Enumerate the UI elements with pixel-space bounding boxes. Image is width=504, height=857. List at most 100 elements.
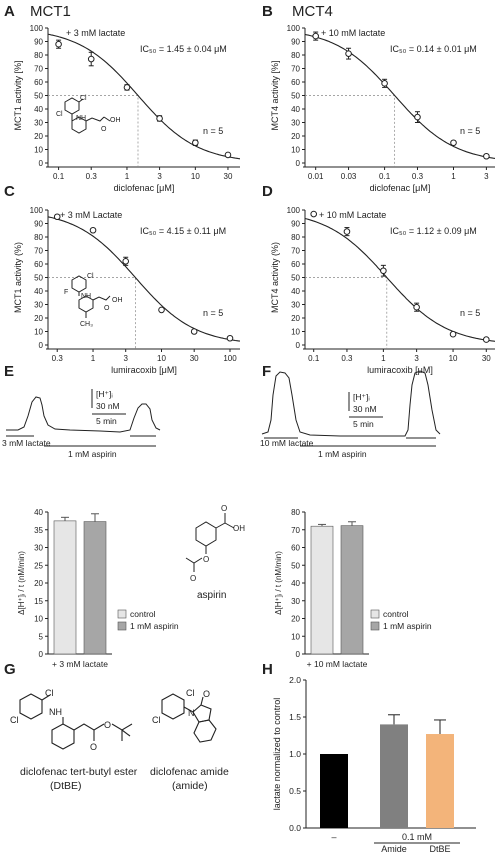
y-tick-label-f: 60 — [291, 544, 300, 553]
trace-e-scale-y-label: [H⁺]ᵢ — [96, 389, 113, 399]
fit-curve-a — [48, 33, 240, 160]
y-axis-label-d: MCT4 activity (%) — [270, 242, 280, 313]
y-axis-label-e: Δ[H⁺]ᵢ / t (nM/min) — [17, 551, 26, 615]
y-tick-label-d: 0 — [296, 341, 301, 350]
dtbe-structure — [19, 693, 133, 750]
panel-letter-d: D — [262, 183, 273, 200]
y-tick-label-b: 90 — [291, 38, 300, 47]
n-label-b: n = 5 — [460, 126, 480, 136]
x-axis-label-c: lumiracoxib [μM] — [111, 365, 177, 375]
dtbe-atom-cl-2: Cl — [10, 715, 19, 725]
n-label-a: n = 5 — [203, 126, 223, 136]
y-tick-label-a: 70 — [34, 65, 43, 74]
condition-label-c: + 3 mM Lactate — [60, 210, 122, 220]
dtbe-label-1: diclofenac tert-butyl ester — [20, 766, 138, 778]
x-tick-label-b: 0.01 — [308, 172, 324, 181]
ic50-label-d: IC₅₀ = 1.12 ± 0.09 μM — [390, 226, 477, 236]
y-tick-label-e: 0 — [39, 650, 44, 659]
trace-f-scale-x-label: 5 min — [353, 419, 374, 429]
bar-f — [340, 525, 364, 655]
y-tick-label-c: 20 — [34, 314, 43, 323]
data-point-d — [449, 330, 457, 338]
trace-e-lactate-label: 3 mM lactate — [2, 438, 51, 448]
y-tick-label-c: 0 — [39, 341, 44, 350]
data-point-a — [156, 115, 163, 122]
y-tick-label-h: 0.5 — [289, 786, 301, 796]
lumiracoxib-structure — [71, 275, 111, 318]
y-tick-label-d: 10 — [291, 328, 300, 337]
panel-letter-b: B — [262, 3, 273, 20]
n-label-c: n = 5 — [203, 308, 223, 318]
y-tick-label-b: 20 — [291, 132, 300, 141]
y-tick-label-a: 50 — [34, 92, 43, 101]
trace-e-scale-x-label: 5 min — [96, 416, 117, 426]
ic50-guide-b — [305, 95, 396, 167]
x-axis-label-a: diclofenac [μM] — [114, 183, 175, 193]
y-axis-label-c: MCT1 activity (%) — [13, 242, 23, 313]
data-point-d — [413, 303, 420, 311]
aspirin-label: aspirin — [197, 590, 226, 601]
data-point-b — [345, 50, 352, 57]
dtbe-atom-o2: O — [90, 742, 97, 752]
y-tick-label-b: 80 — [291, 51, 300, 60]
legend-f-aspirin-swatch — [370, 621, 380, 631]
category-label-h: – — [331, 832, 336, 842]
y-tick-label-b: 100 — [287, 24, 301, 33]
amide-atom-cl-1: Cl — [186, 688, 195, 698]
x-tick-label-d: 10 — [449, 354, 458, 363]
y-tick-label-b: 70 — [291, 65, 300, 74]
y-tick-label-f: 10 — [291, 632, 300, 641]
category-label-h: Amide — [381, 844, 407, 854]
y-tick-label-a: 80 — [34, 51, 43, 60]
data-point-c — [158, 306, 165, 314]
y-tick-label-f: 20 — [291, 615, 300, 624]
atom-o-c: O — [104, 305, 110, 312]
condition-label-a: + 3 mM lactate — [66, 28, 125, 38]
y-tick-label-b: 50 — [291, 92, 300, 101]
y-tick-label-d: 70 — [291, 247, 300, 256]
y-tick-label-d: 40 — [291, 287, 300, 296]
data-point-c — [190, 328, 198, 335]
y-tick-label-a: 0 — [39, 159, 44, 168]
panel-letter-c: C — [4, 183, 15, 200]
amide-structure — [161, 693, 217, 743]
amide-atom-cl-2: Cl — [152, 715, 161, 725]
x-tick-label-c: 100 — [223, 354, 237, 363]
y-tick-label-f: 70 — [291, 526, 300, 535]
panel-title-a: MCT1 — [30, 3, 71, 20]
ic50-guide-a — [48, 95, 139, 167]
bar-h — [426, 734, 454, 828]
x-tick-label-b: 0.3 — [412, 172, 424, 181]
trace-f-aspirin-label: 1 mM aspirin — [318, 449, 367, 459]
fit-curve-c — [48, 216, 240, 342]
dose-response-plot-a: 0 10 20 30 40 50 60 70 80 90 100 0.1 0.3 1 3 10 30 diclof… — [13, 24, 240, 193]
dose-response-plot-b: 0 10 20 30 40 50 60 70 80 90 100 0.01 0.03 0.1 0.3 1 3 di… — [270, 24, 495, 193]
data-point-a — [224, 151, 232, 159]
y-tick-label-a: 90 — [34, 38, 43, 47]
y-tick-label-f: 0 — [296, 650, 301, 659]
trace-f-lactate-label: 10 mM lactate — [260, 438, 314, 448]
amide-atom-o: O — [203, 689, 210, 699]
trace-e-aspirin-label: 1 mM aspirin — [68, 449, 117, 459]
y-axis-label-h: lactate normalized to control — [272, 698, 282, 811]
y-tick-label-b: 30 — [291, 119, 300, 128]
atom-oh: OH — [110, 117, 121, 124]
bar-e — [83, 521, 107, 655]
x-tick-label-d: 1 — [381, 354, 386, 363]
y-tick-label-c: 50 — [34, 274, 43, 283]
y-tick-label-e: 25 — [34, 561, 43, 570]
y-tick-label-e: 20 — [34, 579, 43, 588]
y-tick-label-h: 2.0 — [289, 675, 301, 685]
y-tick-label-h: 1.5 — [289, 712, 301, 722]
dtbe-label-2: (DtBE) — [50, 780, 82, 792]
ic50-label-b: IC₅₀ = 0.14 ± 0.01 μM — [390, 44, 477, 54]
legend-e-aspirin-label: 1 mM aspirin — [130, 621, 179, 631]
x-tick-label-c: 3 — [123, 354, 128, 363]
x-axis-label-e: + 3 mM lactate — [52, 659, 108, 669]
panel-letter-a: A — [4, 3, 15, 20]
data-point-b — [312, 32, 319, 40]
atom-oh-c: OH — [112, 297, 123, 304]
data-point-b — [483, 152, 490, 160]
data-point-c — [122, 258, 130, 265]
x-tick-label-c: 1 — [91, 354, 96, 363]
